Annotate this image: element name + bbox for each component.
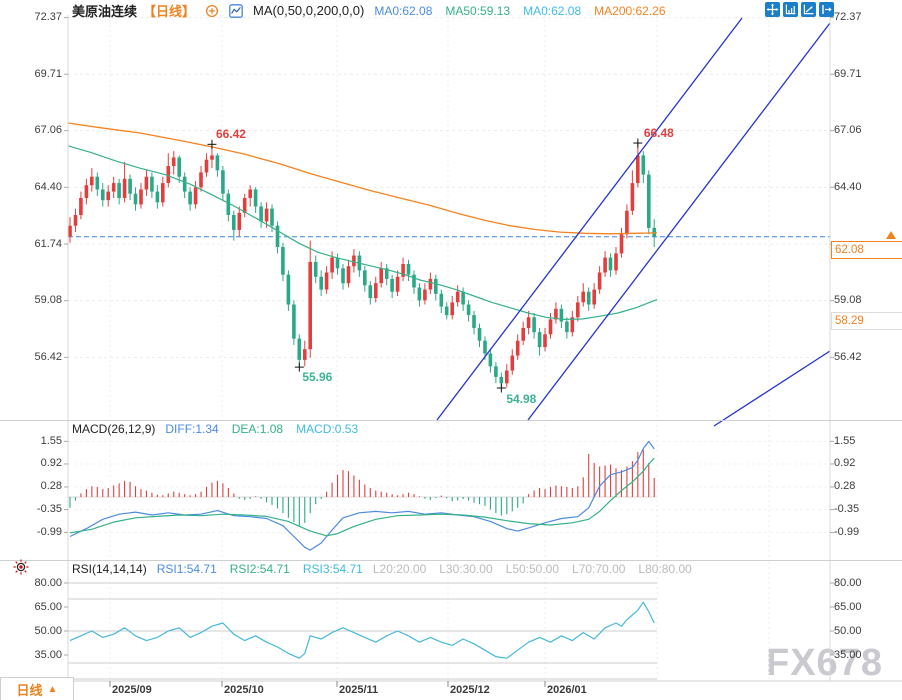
macd-axis-label-left: -0.99	[36, 526, 62, 539]
price-axis-label-right: 69.71	[834, 67, 862, 80]
macd-axis-label-left: 0.92	[40, 457, 62, 470]
rsi-axis-label-right: 65.00	[834, 600, 862, 613]
period-label: 日线	[16, 682, 43, 698]
price-axis-label-right: 64.40	[834, 180, 862, 193]
price-axis-label-left: 61.74	[34, 237, 62, 250]
time-axis-month-label: 2025/12	[450, 684, 490, 696]
rsi-level-labels: L20:20.00 L30:30.00 L50:50.00 L70:70.00 L80:…	[373, 562, 692, 576]
macd-title: MACD(26,12,9)	[72, 422, 156, 436]
price-axis-label-left: 72.37	[34, 11, 62, 24]
rsi-value-label: RSI2:54.71	[229, 562, 290, 576]
macd-value-label: DIFF:1.34	[165, 422, 219, 436]
rsi-value-label: RSI1:54.71	[156, 562, 217, 576]
price-annotation-label: 66.42	[215, 127, 246, 142]
rsi-level-label: L20:20.00	[372, 562, 427, 576]
ma-value-label: MA200:62.26	[594, 3, 666, 18]
rsi-axis-label-left: 80.00	[34, 576, 62, 589]
time-axis-month-label: 2025/11	[339, 684, 379, 696]
rsi-axis-label-left: 35.00	[34, 648, 62, 661]
macd-axis-label-right: 0.92	[834, 457, 856, 470]
time-axis-month-label: 2025/09	[112, 684, 152, 696]
macd-axis-label-right: -0.99	[834, 526, 860, 539]
fx678-watermark: FX678	[766, 642, 883, 684]
rsi-axis-label-right: 80.00	[834, 576, 862, 589]
price-axis-label-left: 59.08	[34, 294, 62, 307]
price-axis-label-right: 59.08	[834, 294, 862, 307]
time-axis-month-label: 2026/01	[547, 684, 587, 696]
macd-axis-label-right: -0.35	[834, 503, 860, 516]
price-axis-label-left: 67.06	[34, 124, 62, 137]
price-annotation-label: 55.96	[302, 370, 333, 385]
current-price-tag: 62.08	[831, 241, 902, 259]
ma-settings-label: MA(0,50,0,200,0,0)	[253, 3, 365, 18]
rsi-value-label: RSI3:54.71	[302, 562, 363, 576]
live-indicator-icon[interactable]	[12, 558, 30, 581]
symbol-title: 美原油连续	[72, 4, 138, 19]
price-axis-label-right: 67.06	[834, 124, 862, 137]
rsi-values: RSI1:54.71 RSI2:54.71 RSI3:54.71	[157, 562, 363, 576]
macd-header: MACD(26,12,9) DIFF:1.34 DEA:1.08 MACD:0.53	[72, 422, 358, 436]
rsi-header: RSI(14,14,14) RSI1:54.71 RSI2:54.71 RSI3:5…	[72, 562, 692, 576]
exit-fullscreen-button[interactable]	[819, 2, 834, 17]
macd-value-label: DEA:1.08	[231, 422, 284, 436]
macd-axis-label-left: 1.55	[40, 434, 62, 447]
ma-value-label: MA0:62.08	[523, 3, 582, 18]
rsi-level-label: L50:50.00	[505, 562, 560, 576]
macd-axis-label-right: 1.55	[834, 434, 856, 447]
axes-bars-button[interactable]	[783, 2, 798, 17]
price-axis-label-left: 64.40	[34, 180, 62, 193]
ma-value-label: MA0:62.08	[374, 3, 433, 18]
rsi-axis-label-right: 50.00	[834, 624, 862, 637]
price-axis-label-right: 56.42	[834, 350, 862, 363]
pan-tool-button[interactable]	[765, 2, 780, 17]
secondary-price-tag: 58.29	[831, 312, 902, 330]
rsi-level-label: L80:80.00	[638, 562, 692, 576]
add-compare-icon[interactable]	[205, 4, 219, 18]
time-axis-month-label: 2025/10	[224, 684, 264, 696]
period-tag: 【日线】	[143, 4, 196, 19]
axes-line-button[interactable]	[801, 2, 816, 17]
chart-type-icon[interactable]	[229, 3, 243, 18]
macd-value-label: MACD:0.53	[296, 422, 359, 436]
rsi-axis-label-left: 50.00	[34, 624, 62, 637]
ma-values: MA0:62.08 MA50:59.13 MA0:62.08 MA200:62.26	[374, 4, 665, 18]
rsi-axis-label-left: 65.00	[34, 600, 62, 613]
period-selector-button[interactable]: 日线 ▲	[0, 677, 74, 700]
rsi-level-label: L70:70.00	[572, 562, 626, 576]
rsi-level-label: L30:30.00	[439, 562, 493, 576]
chart-toolbar	[765, 2, 834, 17]
main-chart-header: 美原油连续 【日线】 MA(0,50,0,200,0,0) MA0:62.08 M…	[72, 3, 666, 19]
macd-axis-label-right: 0.28	[834, 480, 856, 493]
price-direction-up-icon	[886, 231, 896, 239]
price-axis-label-left: 69.71	[34, 67, 62, 80]
price-annotation-label: 66.48	[643, 126, 674, 141]
rsi-axis-label-right: 35.00	[834, 648, 862, 661]
ma-value-label: MA50:59.13	[445, 3, 511, 18]
price-axis-label-left: 56.42	[34, 350, 62, 363]
macd-axis-label-left: -0.35	[36, 503, 62, 516]
macd-values: DIFF:1.34 DEA:1.08 MACD:0.53	[165, 422, 358, 436]
price-axis-label-right: 72.37	[834, 11, 862, 24]
price-annotation-label: 54.98	[506, 391, 537, 406]
macd-axis-label-left: 0.28	[40, 480, 62, 493]
period-up-arrow-icon: ▲	[47, 683, 58, 695]
rsi-title: RSI(14,14,14)	[72, 562, 147, 576]
